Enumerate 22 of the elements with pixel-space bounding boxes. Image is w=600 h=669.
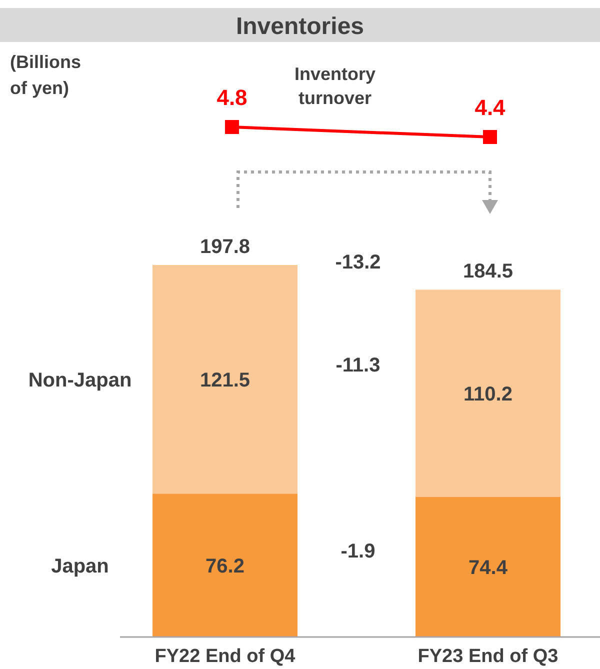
bar [416,290,560,498]
data-label: 74.4 [468,557,508,580]
data-label: 110.2 [464,383,512,406]
chart-title: Inventories [236,13,364,40]
series-label: Non-Japan [28,369,132,392]
data-label: 4.8 [216,85,248,110]
bar [416,497,560,637]
text: Japan [51,555,109,578]
total-label: 197.8 [200,236,250,258]
annotation: -11.3 [336,354,380,376]
x-tick-label: FY23 End of Q3 [418,646,558,667]
bar [152,494,298,637]
data-label: 121.5 [200,369,250,392]
series-label: Inventory turnover [294,64,376,108]
annotation: -1.9 [340,540,376,562]
x-tick-label: FY22 End of Q4 [154,646,296,667]
text: (Billions of yen) [10,52,81,98]
annotation: -13.2 [335,252,381,274]
bar [152,265,298,494]
total-label: 184.5 [462,260,514,283]
data-label: 4.4 [474,95,506,120]
data-label: 76.2 [206,555,244,578]
